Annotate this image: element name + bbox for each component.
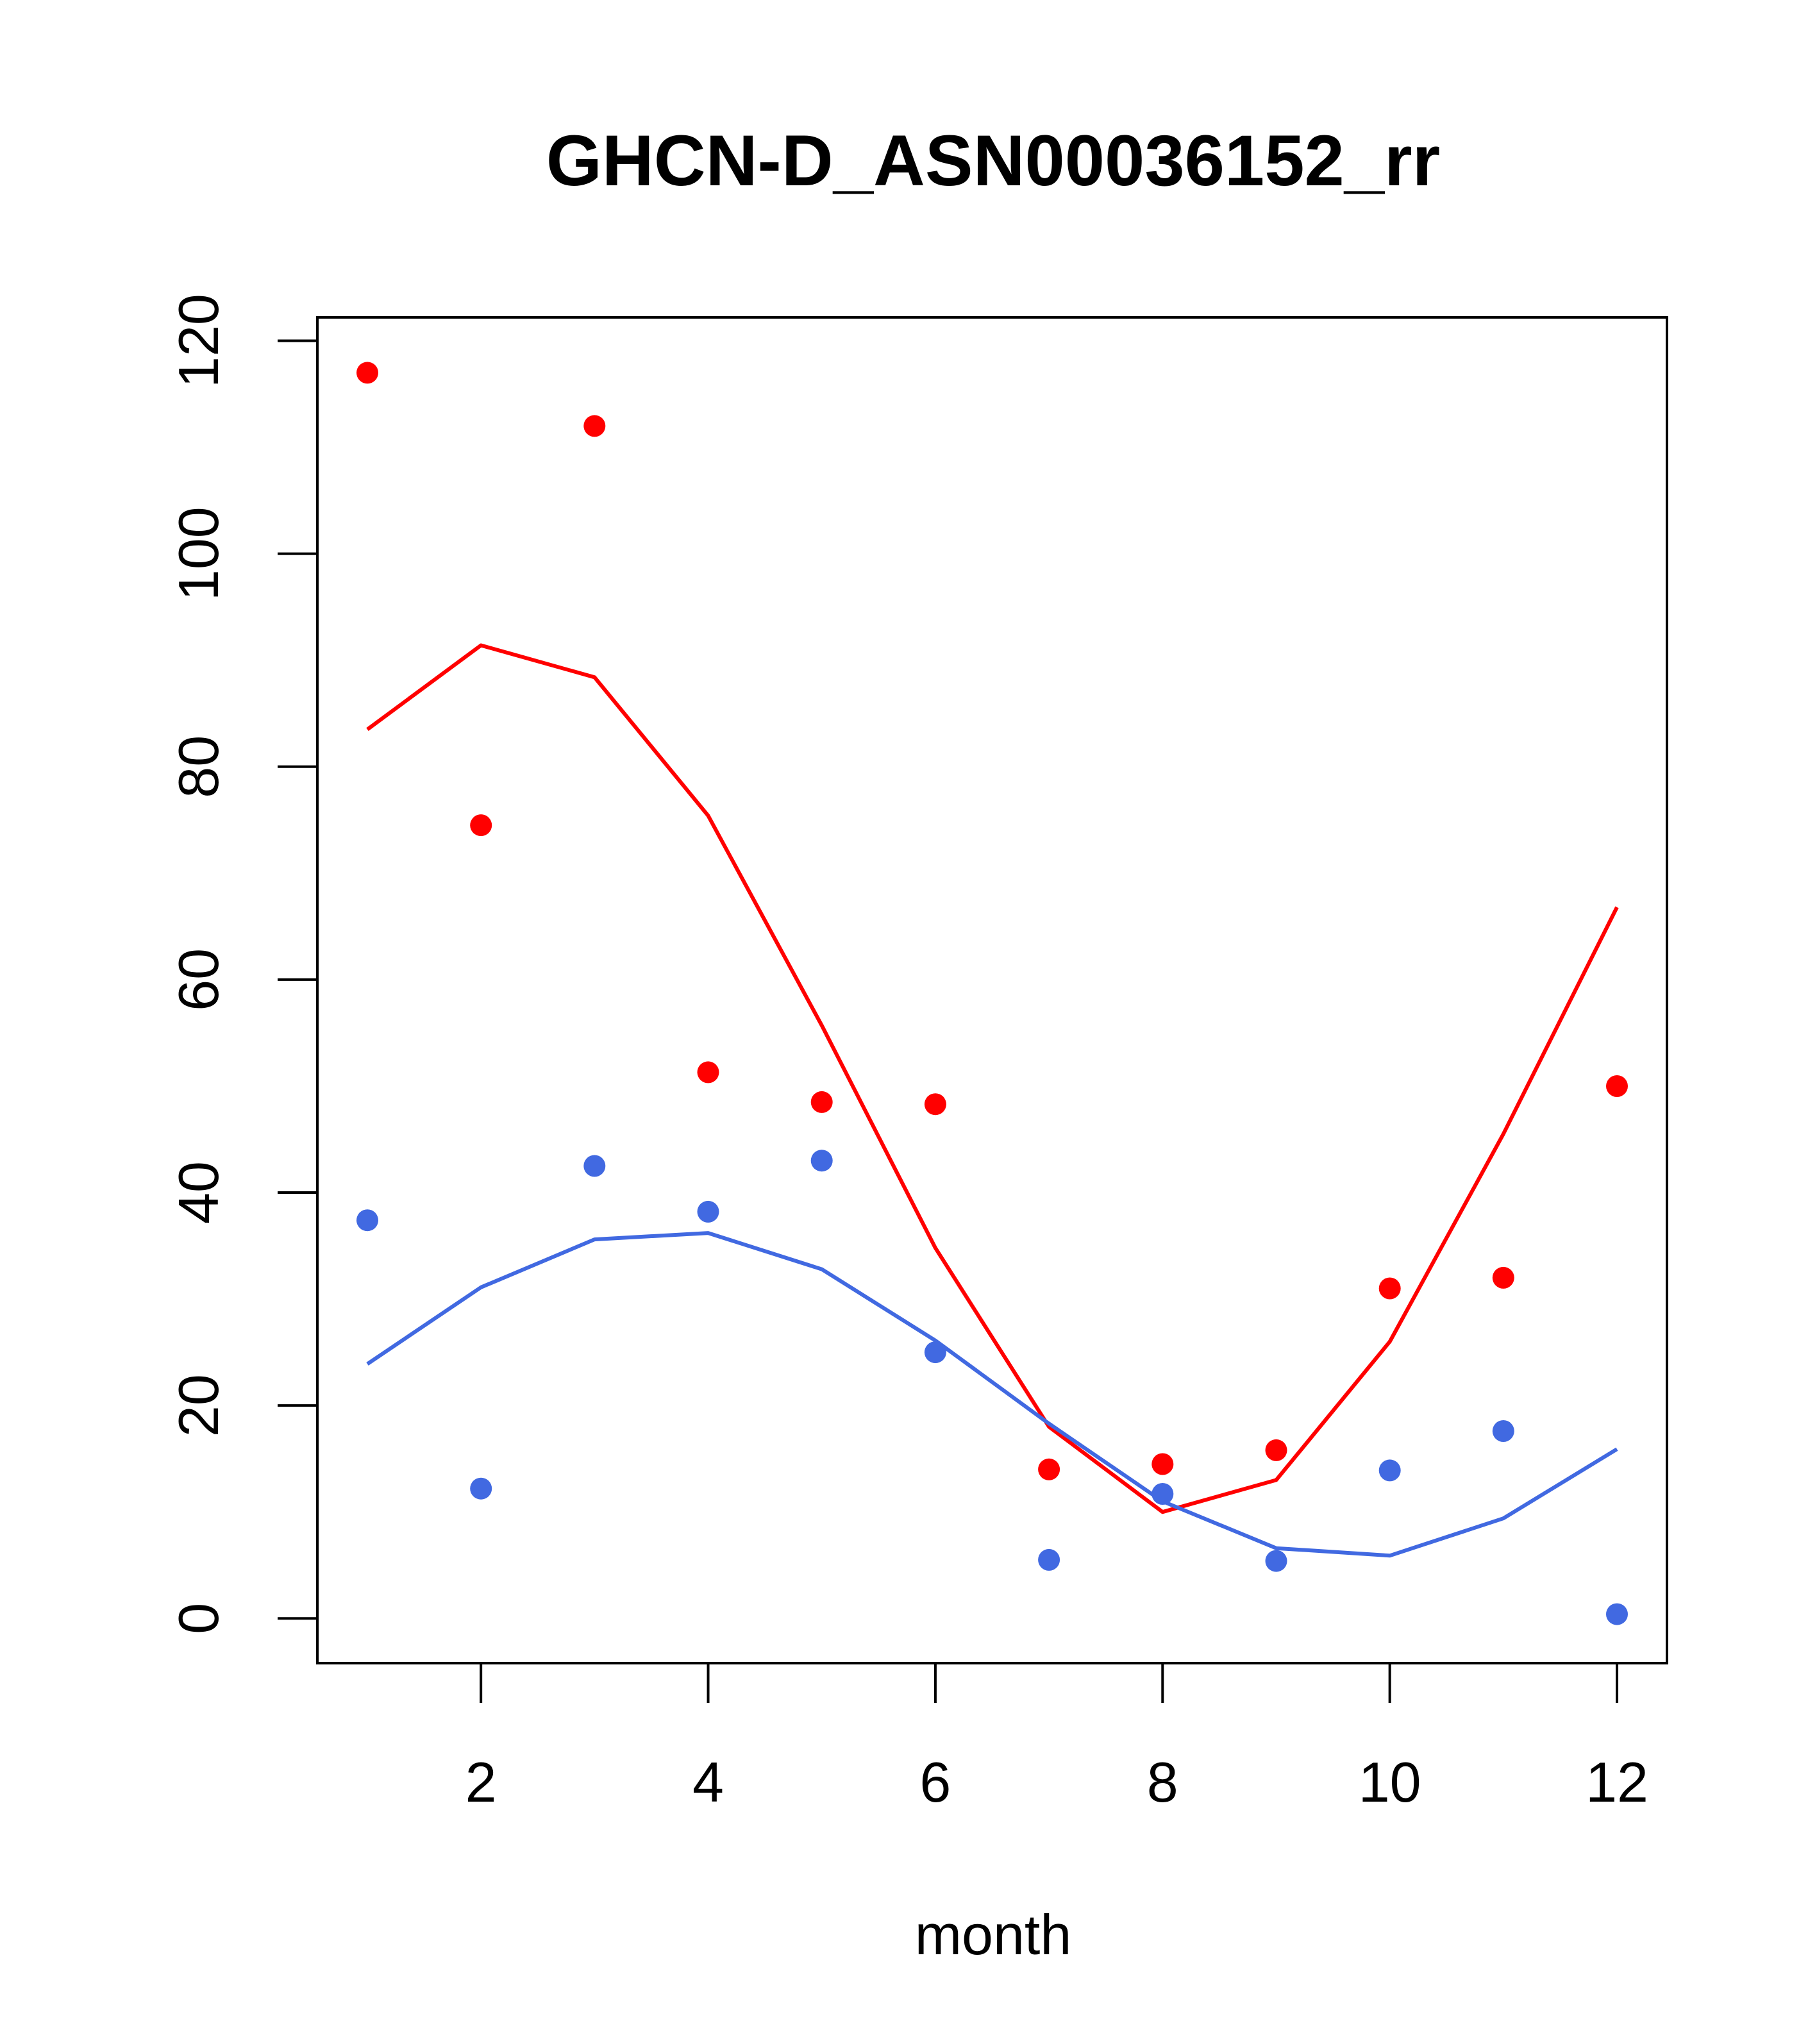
series-2-point	[810, 1150, 833, 1172]
series-1-point	[1606, 1075, 1628, 1097]
y-tick-label: 0	[167, 1603, 230, 1634]
plot-area-border	[316, 316, 1668, 1664]
series-1-point	[924, 1093, 946, 1116]
series-1-point	[1265, 1439, 1287, 1461]
x-tick-label: 4	[692, 1750, 724, 1814]
series-1-point	[697, 1061, 719, 1084]
series-1-point	[1492, 1266, 1514, 1289]
series-1-point	[1151, 1453, 1174, 1475]
data-points	[356, 362, 1628, 1625]
series-2-point	[1151, 1483, 1174, 1505]
series-1-point	[1378, 1277, 1401, 1300]
x-tick-label: 12	[1586, 1750, 1648, 1814]
series-1-point	[810, 1091, 833, 1113]
series-2-point	[1265, 1550, 1287, 1572]
y-tick-label: 60	[167, 948, 230, 1011]
y-tick-label: 80	[167, 735, 230, 798]
y-tick-label: 100	[167, 507, 230, 601]
chart-title: GHCN-D_ASN00036152_rr	[546, 121, 1440, 201]
series-1-point	[470, 814, 492, 837]
y-tick-label: 120	[167, 294, 230, 388]
series-2-point	[1606, 1603, 1628, 1625]
series-2-line	[366, 1231, 1618, 1558]
y-tick-label: 40	[167, 1161, 230, 1224]
series-2-point	[1378, 1459, 1401, 1482]
x-tick-label: 2	[465, 1750, 497, 1814]
x-tick-label: 6	[919, 1750, 951, 1814]
series-1-point	[1038, 1458, 1060, 1480]
series-2-point	[583, 1155, 606, 1177]
series-1-line	[366, 643, 1619, 1514]
series-2-point	[1492, 1420, 1514, 1442]
series-2-point	[470, 1477, 492, 1500]
series-2-point	[924, 1341, 946, 1364]
x-axis-label: month	[915, 1903, 1072, 1966]
series-1-point	[583, 415, 606, 437]
y-tick-label: 20	[167, 1374, 230, 1437]
x-axis: 2 4 6 8 10 12	[465, 1662, 1648, 1814]
x-tick-label: 10	[1359, 1750, 1421, 1814]
series-2-point	[356, 1209, 378, 1232]
trend-lines	[366, 643, 1619, 1558]
series-1-point	[356, 362, 378, 384]
series-2-point	[1038, 1548, 1060, 1571]
y-axis: 0 20 40 60 80 100 120	[167, 294, 319, 1634]
x-tick-label: 8	[1147, 1750, 1178, 1814]
series-2-point	[697, 1200, 719, 1223]
